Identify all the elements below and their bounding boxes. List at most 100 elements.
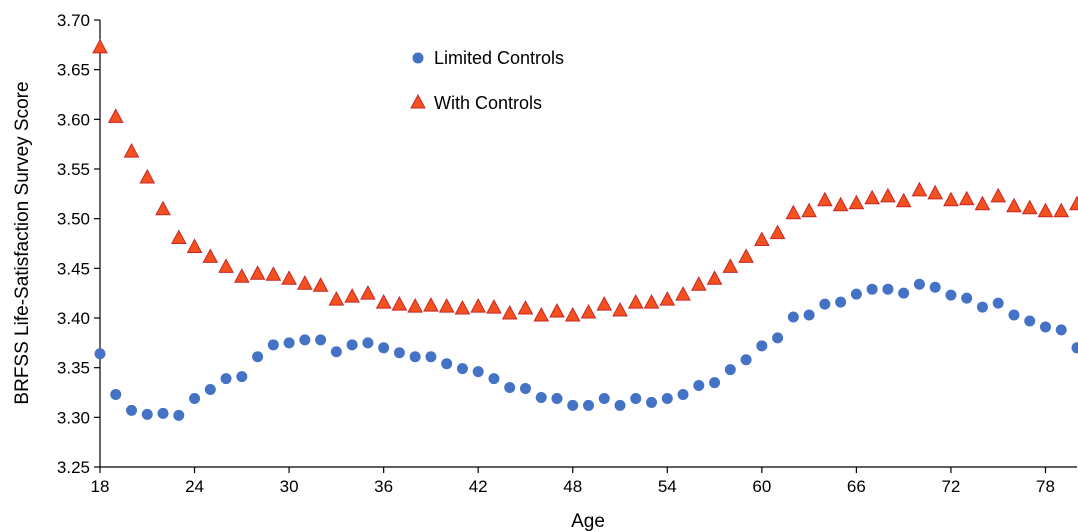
limited-controls-point xyxy=(646,396,658,408)
x-tick-label: 54 xyxy=(658,477,677,496)
limited-controls-point xyxy=(709,377,721,389)
limited-controls-point xyxy=(945,289,957,301)
with-controls-point xyxy=(470,298,487,313)
limited-controls-point xyxy=(850,288,862,300)
with-controls-point xyxy=(218,258,234,273)
with-controls-point xyxy=(1037,202,1054,218)
with-controls-point xyxy=(958,190,975,206)
x-tick-label: 72 xyxy=(941,477,960,496)
with-controls-point xyxy=(454,300,471,315)
with-controls-point xyxy=(627,294,644,309)
limited-controls-point xyxy=(913,278,925,290)
with-controls-point xyxy=(785,204,802,220)
limited-controls-point xyxy=(267,339,279,351)
with-controls-point xyxy=(943,191,959,207)
limited-controls-point xyxy=(315,334,327,346)
with-controls-point xyxy=(1021,199,1038,215)
limited-controls-point xyxy=(504,382,516,394)
legend-label-limited-controls: Limited Controls xyxy=(434,48,564,68)
with-controls-point xyxy=(249,265,266,280)
with-controls-point xyxy=(895,192,912,208)
limited-controls-point xyxy=(330,346,342,358)
limited-controls-point xyxy=(724,364,736,376)
limited-controls-point xyxy=(236,371,248,383)
limited-controls-point xyxy=(756,340,768,352)
with-controls-point xyxy=(706,270,723,285)
with-controls-point xyxy=(643,294,660,309)
limited-controls-point xyxy=(535,391,547,403)
with-controls-point xyxy=(517,300,534,315)
limited-controls-point xyxy=(819,298,831,310)
x-axis-title: Age xyxy=(571,511,605,532)
x-tick-label: 18 xyxy=(91,477,110,496)
with-controls-point xyxy=(281,270,297,285)
with-controls-point xyxy=(265,266,282,281)
limited-controls-point xyxy=(992,297,1004,309)
x-tick-label: 30 xyxy=(280,477,299,496)
with-controls-point xyxy=(549,302,565,318)
limited-controls-point xyxy=(393,347,405,359)
with-controls-point xyxy=(832,196,849,212)
with-controls-point xyxy=(801,202,817,218)
with-controls-point xyxy=(407,298,423,313)
limited-controls-point xyxy=(409,351,421,363)
y-tick-label: 3.35 xyxy=(57,359,90,378)
with-controls-point xyxy=(864,189,880,205)
x-tick-label: 42 xyxy=(469,477,488,496)
with-controls-point xyxy=(123,143,140,158)
limited-controls-point xyxy=(346,339,358,351)
with-controls-point xyxy=(170,229,187,245)
with-controls-point xyxy=(880,187,896,203)
limited-controls-point xyxy=(173,409,185,421)
limited-controls-point xyxy=(866,283,878,295)
with-controls-point xyxy=(202,248,219,263)
with-controls-point xyxy=(233,268,250,283)
with-controls-point xyxy=(423,297,439,312)
limited-controls-point xyxy=(882,283,894,295)
x-tick-label: 36 xyxy=(374,477,393,496)
with-controls-point xyxy=(1053,202,1070,218)
y-tick-label: 3.60 xyxy=(57,110,90,129)
with-controls-point xyxy=(1069,195,1078,211)
limited-controls-point xyxy=(1039,321,1051,333)
limited-controls-point xyxy=(898,287,910,299)
limited-controls-point xyxy=(220,373,232,385)
y-tick-label: 3.30 xyxy=(57,408,90,427)
limited-controls-point xyxy=(803,309,815,321)
with-controls-point xyxy=(580,303,597,319)
y-tick-label: 3.25 xyxy=(57,458,90,477)
with-controls-point xyxy=(438,298,455,313)
with-controls-point xyxy=(990,187,1007,203)
limited-controls-point xyxy=(488,373,500,385)
with-controls-point xyxy=(328,291,345,306)
with-controls-point xyxy=(107,108,124,123)
with-controls-point xyxy=(738,248,754,263)
limited-controls-point xyxy=(204,384,216,396)
with-controls-point xyxy=(1006,197,1022,213)
with-controls-point xyxy=(564,306,581,322)
x-tick-label: 24 xyxy=(185,477,204,496)
limited-controls-point xyxy=(614,399,626,411)
limited-controls-point xyxy=(677,388,689,400)
limited-controls-point xyxy=(141,408,153,420)
limited-controls-point xyxy=(189,392,201,404)
with-controls-point xyxy=(722,258,739,273)
limited-controls-point xyxy=(519,383,531,395)
with-controls-point xyxy=(155,200,171,216)
legend-marker-limited-controls xyxy=(412,52,424,64)
y-tick-label: 3.40 xyxy=(57,309,90,328)
limited-controls-point xyxy=(661,392,673,404)
x-tick-label: 48 xyxy=(563,477,582,496)
with-controls-point xyxy=(596,296,613,311)
limited-controls-point xyxy=(456,363,468,375)
limited-controls-point xyxy=(94,348,106,360)
limited-controls-point xyxy=(110,388,122,400)
y-tick-label: 3.65 xyxy=(57,61,90,80)
with-controls-point xyxy=(344,288,360,303)
limited-controls-point xyxy=(378,342,390,354)
with-controls-point xyxy=(92,38,108,54)
limited-controls-point xyxy=(567,399,579,411)
with-controls-point xyxy=(911,181,928,197)
limited-controls-point xyxy=(583,399,594,411)
